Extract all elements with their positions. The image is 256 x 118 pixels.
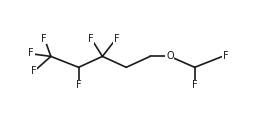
Text: F: F — [192, 80, 197, 91]
Text: F: F — [88, 34, 93, 44]
Text: F: F — [41, 34, 46, 44]
Text: O: O — [166, 51, 174, 61]
Text: F: F — [28, 48, 34, 58]
Text: F: F — [223, 51, 228, 61]
Text: F: F — [113, 34, 119, 44]
Text: F: F — [76, 80, 81, 91]
Text: F: F — [31, 66, 36, 76]
